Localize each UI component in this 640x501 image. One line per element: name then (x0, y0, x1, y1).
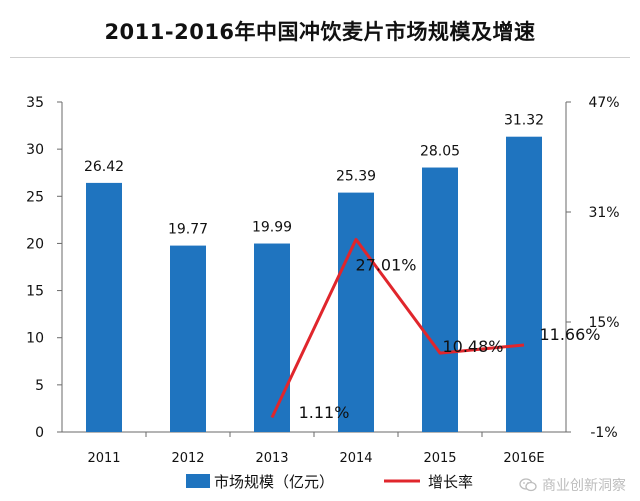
x-tick-label: 2015 (423, 451, 456, 466)
growth-value-label: 10.48% (442, 337, 503, 356)
x-tick-label: 2014 (339, 451, 372, 466)
x-tick-label: 2011 (87, 451, 120, 466)
chart-title: 2011-2016年中国冲饮麦片市场规模及增速 (104, 20, 536, 44)
bar (86, 182, 122, 432)
watermark-text: 商业创新洞察 (542, 478, 626, 494)
x-tick-label: 2016E (503, 451, 544, 466)
bar (338, 192, 374, 432)
bar-value-label: 25.39 (336, 169, 376, 185)
bar-value-label: 19.99 (252, 220, 292, 236)
legend-bar-label: 市场规模（亿元） (214, 473, 334, 491)
y-left-tick-label: 15 (26, 284, 44, 300)
x-tick-label: 2013 (255, 451, 288, 466)
growth-value-label: 1.11% (299, 403, 350, 422)
y-left-tick-label: 5 (35, 378, 44, 394)
title-divider (10, 57, 630, 58)
bar-value-label: 26.42 (84, 159, 124, 175)
bar (170, 245, 206, 432)
growth-value-label: 11.66% (539, 325, 600, 344)
y-left-tick-label: 30 (26, 142, 44, 158)
y-left-tick-label: 0 (35, 425, 44, 441)
legend-line-label: 增长率 (428, 473, 473, 491)
watermark: 商业创新洞察 (519, 475, 626, 495)
bar (254, 243, 290, 432)
y-left-tick-label: 20 (26, 236, 44, 252)
y-right-tick-label: 47% (588, 95, 619, 111)
bar (422, 167, 458, 432)
y-right-tick-label: -1% (590, 425, 617, 441)
bar-value-label: 31.32 (504, 113, 544, 129)
bar (506, 136, 542, 432)
y-left-tick-label: 10 (26, 331, 44, 347)
y-right-tick-label: 31% (588, 205, 619, 221)
y-right-tick-label: 15% (588, 315, 619, 331)
wechat-icon (519, 478, 537, 492)
growth-line (270, 237, 525, 419)
bar-value-label: 28.05 (420, 144, 460, 160)
y-left-tick-label: 25 (26, 189, 44, 205)
legend-bar-swatch (186, 474, 210, 488)
bar-value-label: 19.77 (168, 222, 208, 238)
x-tick-label: 2012 (171, 451, 204, 466)
y-left-tick-label: 35 (26, 95, 44, 111)
growth-value-label: 27.01% (355, 255, 416, 274)
